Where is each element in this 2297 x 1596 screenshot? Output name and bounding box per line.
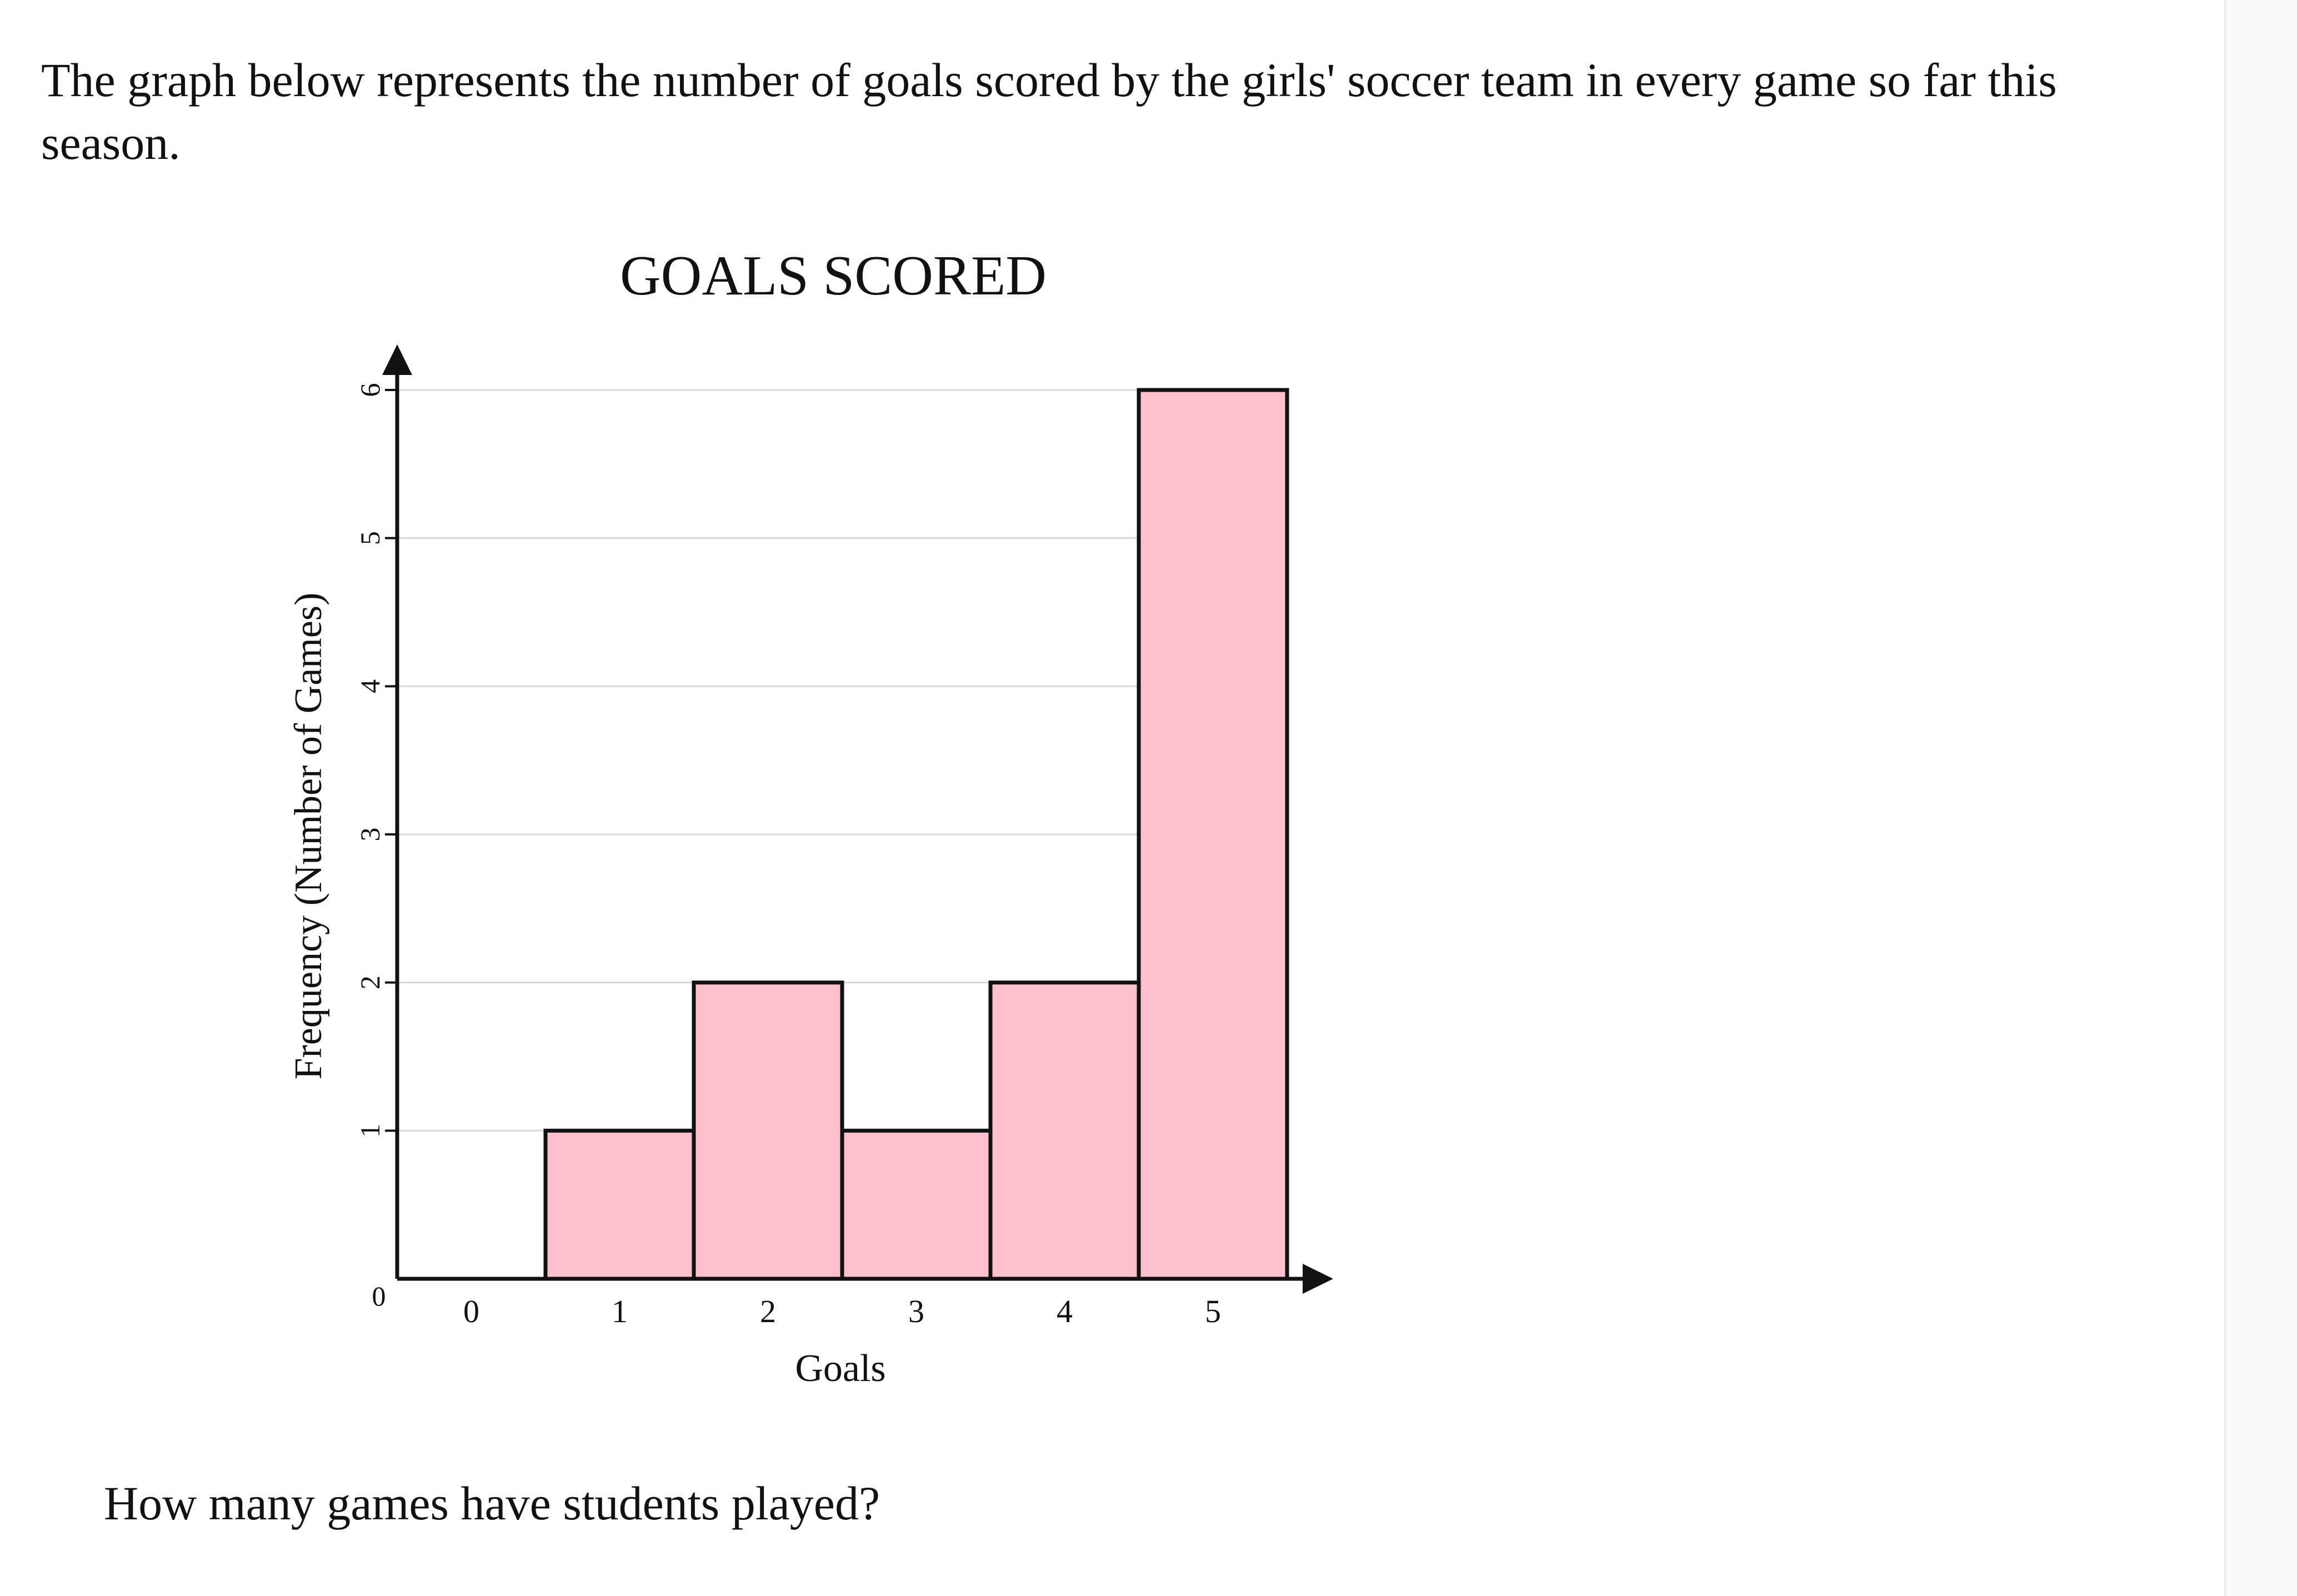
y-tick-label: 4 (354, 679, 386, 693)
chart-title: GOALS SCORED (620, 244, 1047, 307)
prompt-intro: The graph below represents the number of… (41, 53, 2057, 169)
bars (543, 388, 1289, 1281)
bar-3 (840, 1128, 993, 1281)
bar-1 (543, 1128, 696, 1281)
bar-5 (1137, 388, 1289, 1281)
content-area: The graph below represents the number of… (41, 53, 2057, 1530)
x-axis-arrow (1303, 1264, 1333, 1294)
right-rail (2224, 0, 2297, 1596)
x-tick-label-3: 3 (908, 1293, 924, 1329)
bar-4 (988, 980, 1141, 1281)
y-tick-label: 2 (354, 975, 386, 989)
x-tick-label-0: 0 (463, 1293, 479, 1329)
bar-2 (692, 980, 844, 1281)
x-tick-label-2: 2 (760, 1293, 776, 1329)
x-tick-label-1: 1 (612, 1293, 628, 1329)
y-tick-label: 0 (372, 1280, 386, 1312)
y-tick-label: 5 (354, 531, 386, 545)
axes (382, 344, 1333, 1294)
x-tick-labels: 0 1 2 3 4 5 (463, 1293, 1221, 1329)
x-tick-label-4: 4 (1057, 1293, 1073, 1329)
y-axis-label: Frequency (Number of Games) (287, 593, 330, 1080)
x-tick-label-5: 5 (1205, 1293, 1221, 1329)
goals-chart: GOALS SCORED 0 1 2 3 4 5 6 0 1 2 3 4 5 Goals Freque… (287, 244, 1333, 1390)
question-text: How many games have students played? (104, 1477, 880, 1530)
y-tick-label: 1 (354, 1124, 386, 1138)
y-axis-arrow (382, 344, 412, 375)
y-tick-label: 3 (354, 828, 386, 842)
y-tick-labels: 0 1 2 3 4 5 6 (354, 383, 386, 1312)
x-axis-label: Goals (795, 1347, 885, 1390)
y-tick-label: 6 (354, 383, 386, 397)
